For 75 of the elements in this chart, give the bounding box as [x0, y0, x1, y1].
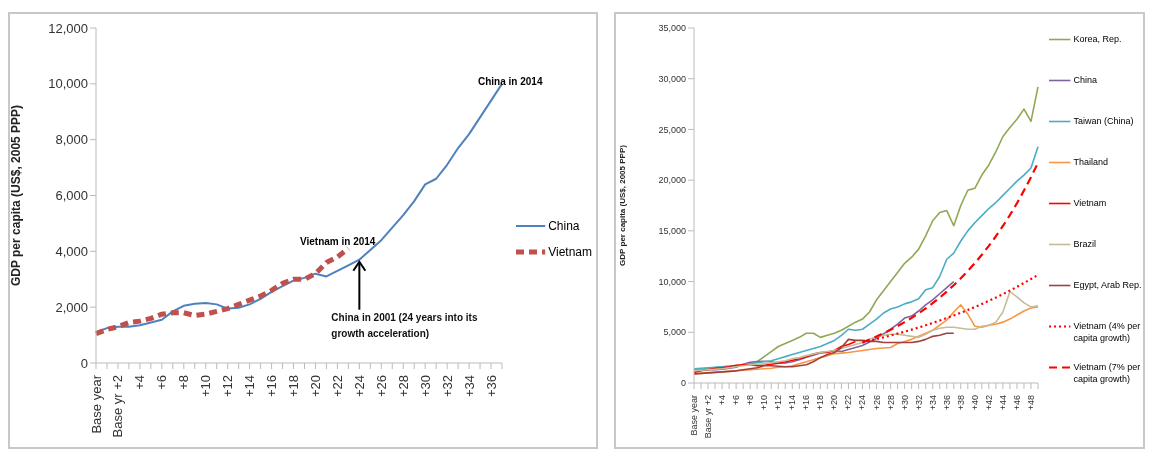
x-tick-label: +20	[307, 375, 323, 398]
x-tick-label: +34	[461, 375, 477, 398]
y-tick-label: 5,000	[663, 327, 686, 338]
legend-label: Korea, Rep.	[1073, 34, 1123, 46]
y-tick-label: 0	[80, 355, 88, 371]
x-tick-label: +10	[198, 375, 214, 398]
y-axis-title: GDP per capita (US$, 2005 PPP)	[9, 104, 24, 287]
legend-label: Brazil	[1073, 239, 1097, 251]
x-tick-label: +38	[955, 395, 966, 411]
x-tick-label: +24	[857, 395, 868, 411]
x-tick-label: +44	[997, 395, 1008, 411]
x-tick-label: +26	[871, 395, 882, 411]
x-tick-label: +40	[969, 395, 980, 411]
x-tick-label: +34	[927, 395, 938, 411]
x-tick-label: +32	[439, 375, 455, 398]
x-tick-label: +46	[1011, 395, 1022, 411]
y-axis-title: GDP per capita (US$, 2005 PPP)	[617, 144, 627, 266]
x-tick-label: +30	[899, 395, 910, 411]
x-tick-label: +10	[759, 395, 770, 411]
x-tick-label: +22	[843, 395, 854, 411]
x-tick-label: +28	[885, 395, 896, 411]
legend-label: Egypt, Arab Rep.	[1073, 280, 1143, 292]
x-tick-label: +16	[264, 375, 280, 398]
y-tick-label: 12,000	[48, 20, 88, 36]
y-tick-label: 6,000	[55, 188, 88, 204]
x-tick-label: +28	[395, 375, 411, 398]
x-tick-label: +14	[242, 375, 258, 398]
x-tick-label: +8	[176, 375, 192, 390]
legend-label: Vietnam	[1073, 198, 1108, 210]
x-tick-label: +6	[731, 395, 742, 406]
x-tick-label: +48	[1025, 395, 1036, 411]
x-tick-label: +32	[913, 395, 924, 411]
legend-label: China	[548, 219, 580, 233]
x-tick-label: +4	[132, 375, 148, 390]
y-tick-label: 25,000	[658, 124, 686, 135]
x-tick-label: +20	[829, 395, 840, 411]
legend-label: Thailand	[1073, 157, 1109, 169]
x-tick-label: +26	[373, 375, 389, 398]
x-tick-label: +4	[717, 395, 728, 406]
y-tick-label: 8,000	[55, 132, 88, 148]
x-tick-label: +12	[773, 395, 784, 411]
x-tick-label: Base yr +2	[703, 395, 714, 439]
legend-label: Vietnam (4% per capita growth)	[1073, 321, 1142, 345]
y-tick-label: 30,000	[658, 73, 686, 84]
x-tick-label: +36	[941, 395, 952, 411]
x-tick-label: +30	[417, 375, 433, 398]
legend-label: Vietnam	[548, 245, 592, 259]
x-tick-label: +12	[220, 375, 236, 398]
legend-label: Taiwan (China)	[1073, 116, 1135, 128]
x-tick-label: +18	[815, 395, 826, 411]
y-tick-label: 4,000	[55, 243, 88, 259]
y-tick-label: 20,000	[658, 175, 686, 186]
y-tick-label: 2,000	[55, 299, 88, 315]
x-tick-label: +36	[483, 375, 499, 398]
x-tick-label: +18	[286, 375, 302, 398]
x-tick-label: +22	[329, 375, 345, 398]
y-tick-label: 35,000	[658, 23, 686, 34]
x-tick-label: +14	[787, 395, 798, 411]
legend-label: China	[1073, 75, 1098, 87]
legend-label: Vietnam (7% per capita growth)	[1073, 362, 1142, 386]
y-tick-label: 10,000	[48, 76, 88, 92]
y-tick-label: 10,000	[658, 276, 686, 287]
annotation: China in 2001 (24 years into its growth acceleration)	[331, 310, 479, 341]
x-tick-label: Base yr +2	[110, 375, 126, 438]
x-tick-label: +24	[351, 375, 367, 398]
x-tick-label: +42	[983, 395, 994, 411]
annotation: Vietnam in 2014	[300, 236, 376, 247]
annotation: China in 2014	[478, 76, 543, 87]
x-tick-label: +16	[801, 395, 812, 411]
x-tick-label: +6	[154, 375, 170, 390]
y-tick-label: 0	[680, 378, 686, 389]
x-tick-label: Base year	[88, 374, 104, 434]
y-tick-label: 15,000	[658, 226, 686, 237]
x-tick-label: Base year	[689, 395, 699, 436]
x-tick-label: +8	[745, 395, 756, 406]
